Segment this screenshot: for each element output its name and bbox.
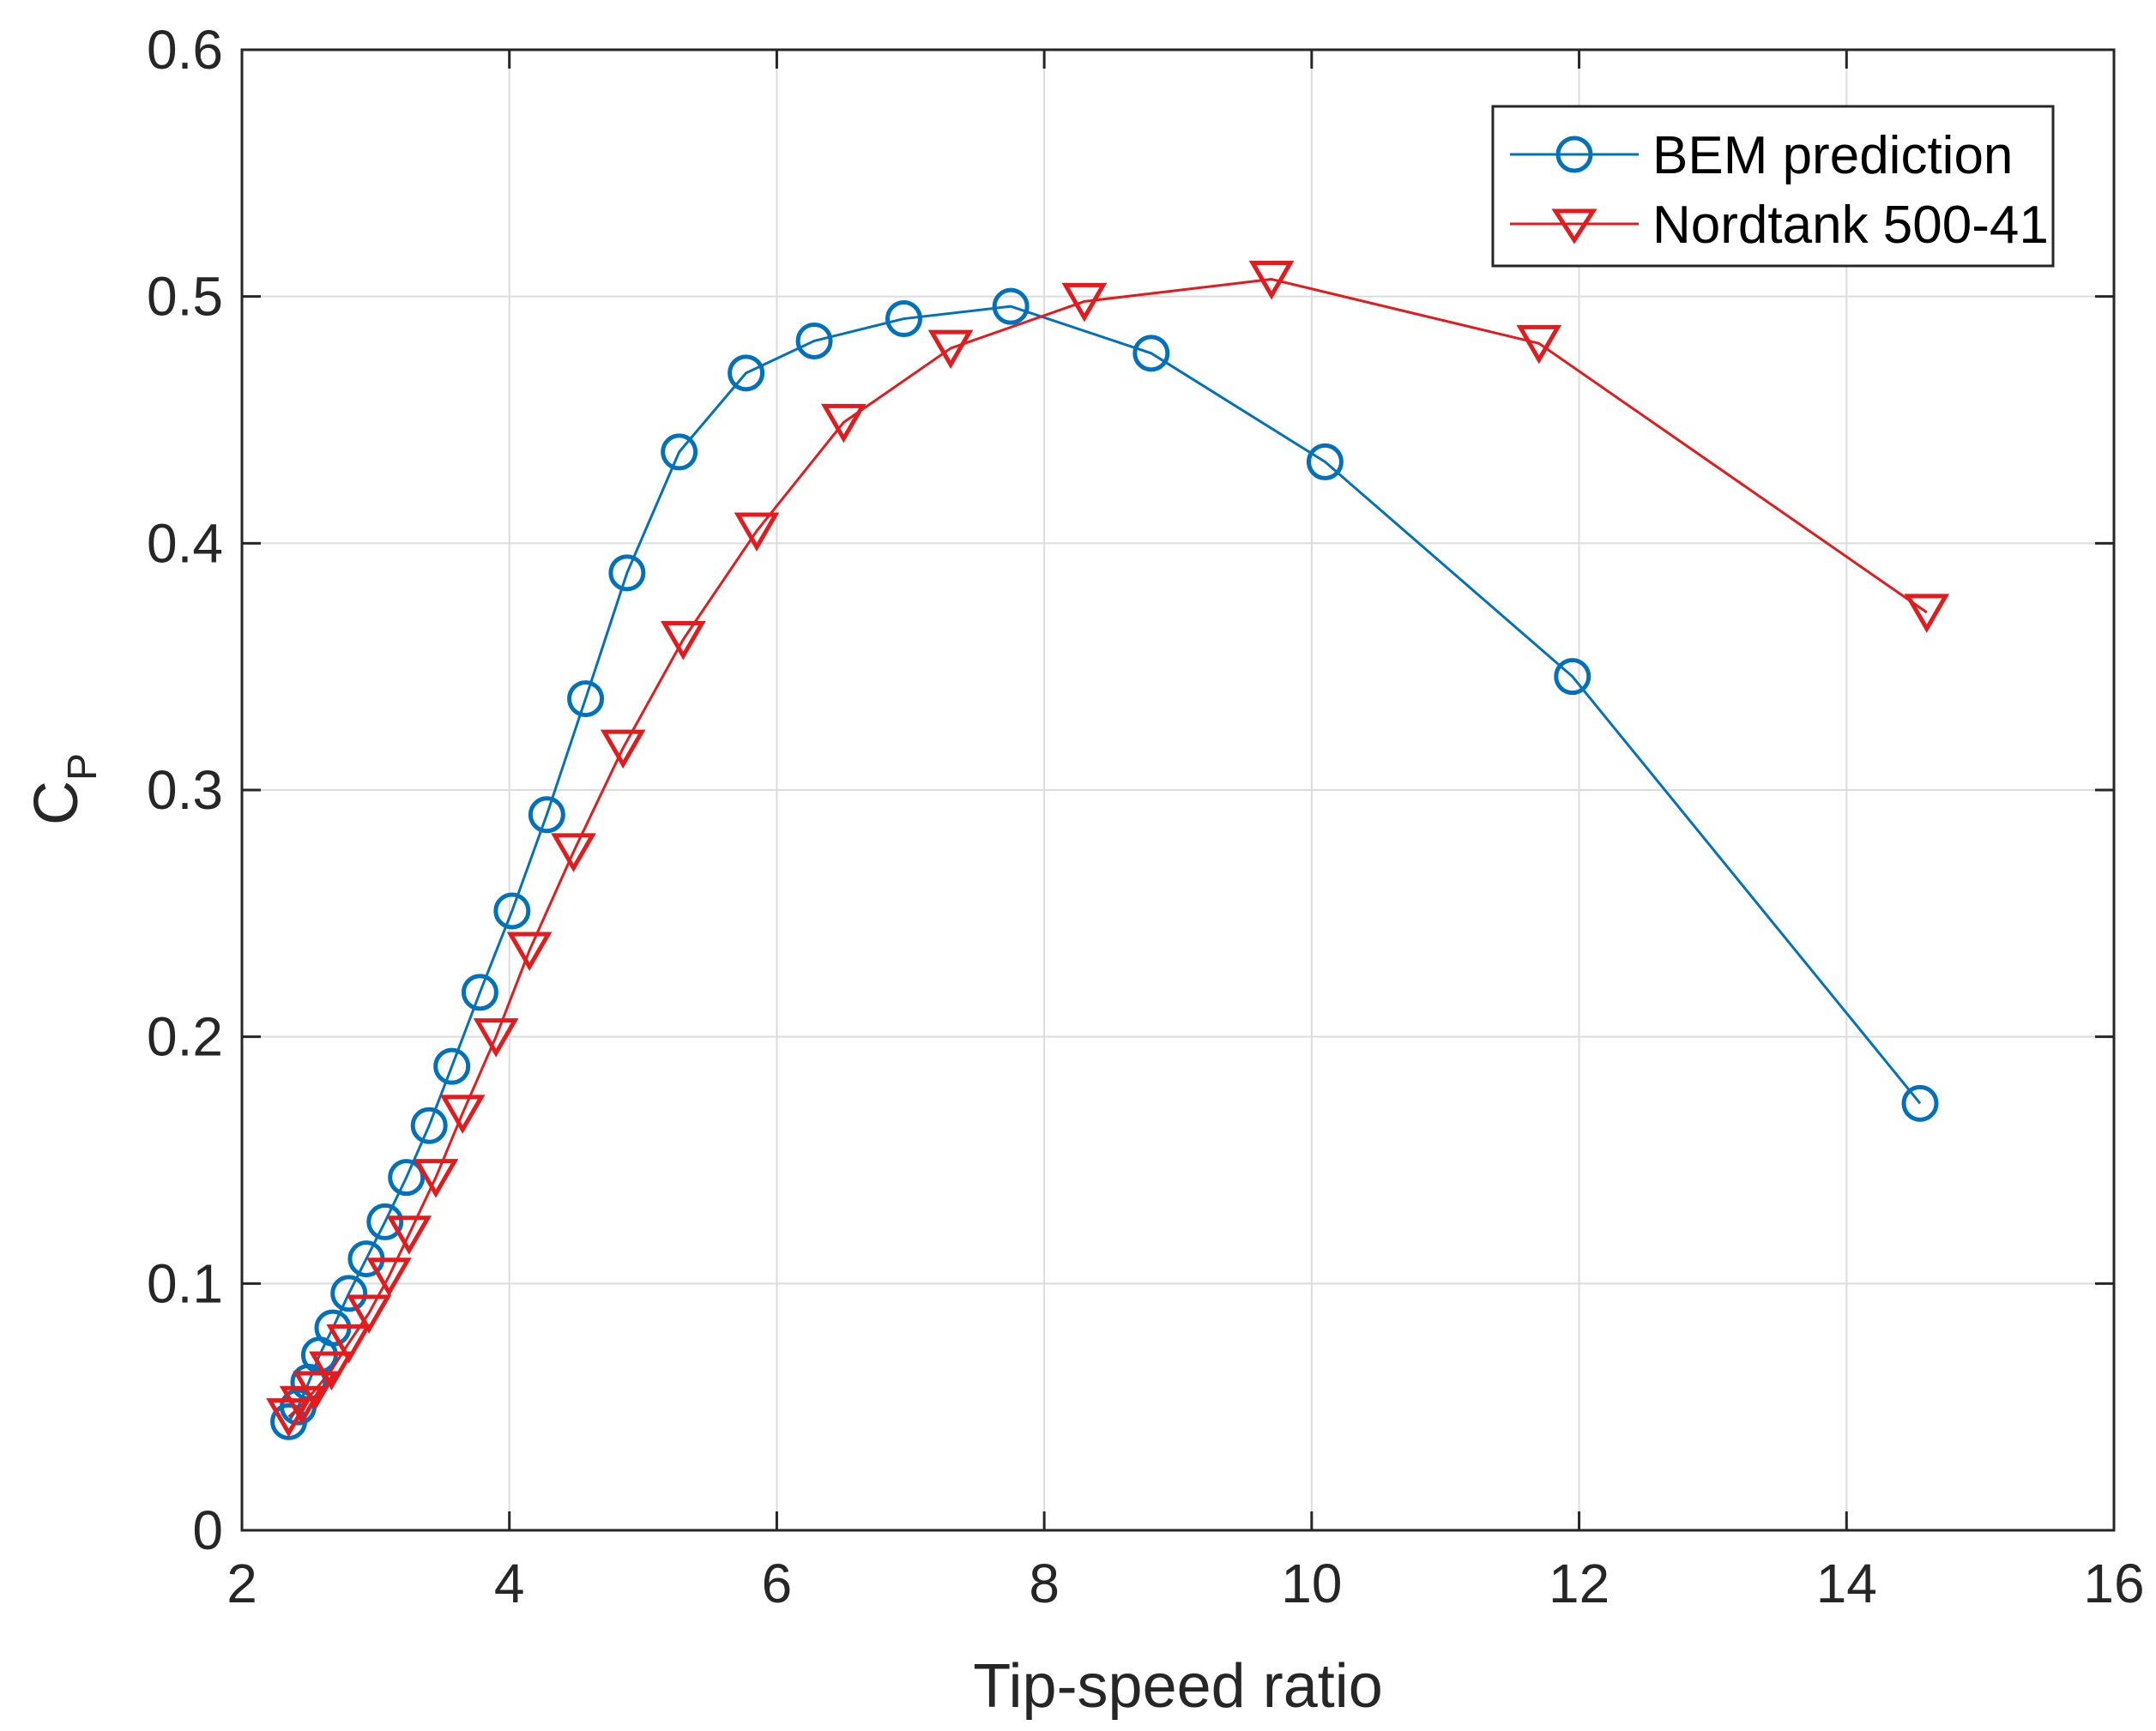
legend-box [1491, 105, 2055, 268]
data-point-bem [567, 680, 605, 718]
data-point-bem [528, 796, 565, 834]
legend-marker-bem [1555, 136, 1593, 173]
x-axis-label: Tip-speed ratio [973, 1652, 1383, 1721]
legend: BEM prediction Nordtank 500-41 [1491, 105, 2055, 268]
data-point-nordtank [1061, 282, 1108, 323]
data-point-bem [795, 322, 833, 359]
x-tick-label: 6 [762, 1553, 793, 1614]
data-point-bem [608, 554, 646, 592]
x-tick-label: 2 [226, 1553, 257, 1614]
data-point-bem [661, 433, 698, 471]
grid [242, 50, 2114, 1530]
data-point-bem [410, 1107, 448, 1144]
y-tick-label: 0.4 [147, 512, 223, 574]
y-tick-label: 0.6 [147, 19, 223, 81]
data-point-nordtank [1516, 324, 1562, 365]
y-axis-label: CP [22, 753, 106, 825]
legend-label-nordtank: Nordtank 500-41 [1652, 196, 2049, 255]
data-point-nordtank [279, 1385, 325, 1426]
y-tick-label: 0.1 [147, 1252, 223, 1314]
y-tick-label: 0 [192, 1499, 223, 1561]
data-point-nordtank [927, 329, 974, 370]
legend-label-bem: BEM prediction [1652, 126, 2013, 185]
data-point-nordtank [413, 1159, 459, 1198]
data-point-bem [388, 1159, 426, 1197]
data-point-bem [366, 1203, 404, 1240]
data-point-bem [885, 300, 922, 338]
data-point-nordtank [309, 1351, 354, 1391]
data-point-bem [330, 1275, 368, 1312]
data-point-nordtank [551, 833, 596, 872]
data-point-nordtank [366, 1258, 412, 1297]
y-tick-label: 0.3 [147, 759, 223, 821]
data-point-bem [1554, 658, 1591, 696]
x-tick-label: 10 [1281, 1553, 1342, 1614]
data-point-nordtank [1248, 261, 1295, 300]
data-point-nordtank [1904, 594, 1950, 633]
legend-marker-nordtank [1551, 208, 1597, 244]
x-tick-label: 16 [2083, 1553, 2144, 1614]
data-point-nordtank [439, 1095, 486, 1134]
x-tick-label: 12 [1549, 1553, 1609, 1614]
ticks: 2 4 6 8 10 12 14 16 0 0.1 0.2 0.3 0.4 0.5 0.6 [147, 19, 2145, 1614]
data-point-nordtank [346, 1294, 392, 1334]
y-tick-label: 0.5 [147, 266, 223, 328]
data-point-nordtank [660, 621, 706, 660]
svg-text:CP: CP [22, 753, 106, 825]
y-axis-label-main: C [22, 781, 91, 825]
series-line-nordtank [287, 278, 1928, 1418]
y-axis-label-subscript: P [60, 753, 106, 781]
data-point-nordtank [386, 1215, 432, 1255]
data-point-nordtank [600, 729, 646, 769]
data-point-bem [728, 354, 765, 392]
x-tick-label: 4 [494, 1553, 525, 1614]
data-point-bem [1901, 1084, 1939, 1122]
data-point-nordtank [506, 932, 553, 971]
data-point-nordtank [293, 1371, 339, 1411]
series-layer [266, 261, 1950, 1440]
data-point-nordtank [821, 403, 867, 443]
data-point-bem [461, 974, 498, 1011]
data-point-bem [433, 1047, 471, 1085]
y-tick-label: 0.2 [147, 1006, 223, 1068]
data-point-nordtank [734, 512, 780, 552]
x-tick-label: 14 [1816, 1553, 1877, 1614]
data-point-bem [1132, 335, 1170, 372]
data-point-nordtank [326, 1324, 372, 1364]
x-tick-label: 8 [1029, 1553, 1060, 1614]
data-point-nordtank [473, 1018, 519, 1058]
data-point-bem [1306, 443, 1344, 480]
data-point-bem [493, 892, 531, 930]
data-point-bem [992, 287, 1030, 325]
